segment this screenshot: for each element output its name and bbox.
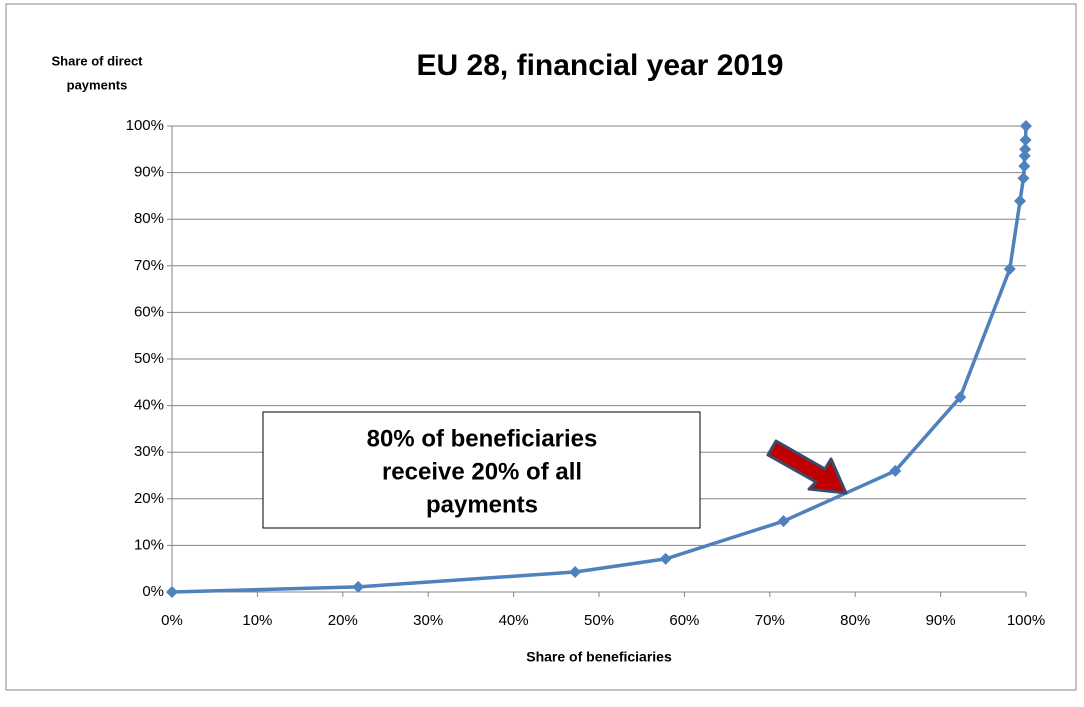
y-tick-label: 80% [134, 210, 164, 227]
x-tick-label: 0% [161, 612, 183, 629]
data-point [352, 580, 365, 593]
data-point [1019, 143, 1032, 156]
annotation: receive 20% of all [382, 458, 582, 485]
y-tick-label: 90% [134, 164, 164, 181]
annotation: 80% of beneficiaries [367, 425, 598, 452]
data-point [777, 515, 790, 528]
x-tick-label: 90% [926, 612, 956, 629]
y-axis-label: Share of direct [51, 53, 143, 68]
data-point [1017, 172, 1030, 185]
y-tick-label: 20% [134, 490, 164, 507]
data-point [1019, 133, 1032, 146]
x-tick-label: 30% [413, 612, 443, 629]
data-point [954, 391, 967, 404]
data-point [1018, 160, 1031, 173]
x-tick-label: 60% [669, 612, 699, 629]
chart-title: EU 28, financial year 2019 [417, 49, 784, 82]
y-axis-label: payments [67, 77, 128, 92]
data-point [569, 565, 582, 578]
data-point [1018, 149, 1031, 162]
x-tick-label: 70% [755, 612, 785, 629]
y-tick-label: 50% [134, 350, 164, 367]
annotation-box [262, 411, 701, 529]
x-tick-label: 100% [1007, 612, 1045, 629]
x-axis-label: Share of beneficiaries [526, 649, 672, 665]
y-tick-label: 10% [134, 536, 164, 553]
y-tick-label: 40% [134, 397, 164, 414]
chart-frame [5, 3, 1077, 691]
data-point [1014, 195, 1027, 208]
data-point [889, 464, 902, 477]
x-tick-label: 20% [328, 612, 358, 629]
annotation-arrow [766, 439, 848, 495]
data-point [1003, 263, 1016, 276]
data-point [1020, 120, 1032, 132]
y-tick-label: 70% [134, 257, 164, 274]
x-tick-label: 10% [242, 612, 272, 629]
data-point [659, 552, 672, 565]
data-point [166, 586, 178, 598]
y-tick-label: 30% [134, 443, 164, 460]
y-tick-label: 100% [126, 117, 164, 134]
x-tick-label: 50% [584, 612, 614, 629]
y-tick-label: 0% [142, 583, 164, 600]
x-tick-label: 40% [499, 612, 529, 629]
y-tick-label: 60% [134, 303, 164, 320]
annotation: payments [426, 491, 538, 518]
x-tick-label: 80% [840, 612, 870, 629]
